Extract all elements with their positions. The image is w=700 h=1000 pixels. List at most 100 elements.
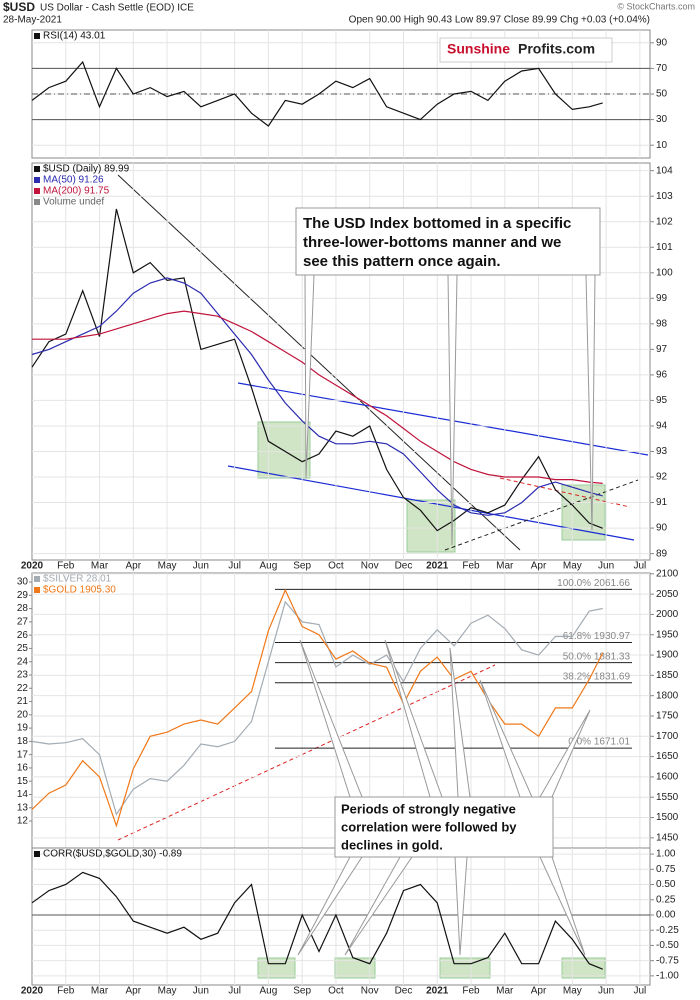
y2-tick-label: 23 (17, 670, 29, 681)
credit: © StockCharts.com (617, 1, 695, 11)
y-tick-label: 1500 (656, 812, 679, 823)
y-tick-label: 70 (656, 63, 668, 74)
series-line (31, 588, 604, 828)
x-tick-label: Jun (598, 561, 614, 572)
x-tick-label: Jul (228, 561, 241, 572)
header: $USD US Dollar - Cash Settle (EOD) ICE 2… (3, 0, 695, 25)
callout-text: see this pattern once again. (303, 253, 501, 270)
legend-label: RSI(14) 43.01 (43, 31, 106, 42)
y-tick-label: 0.50 (656, 879, 676, 890)
y-tick-label: 1850 (656, 670, 679, 681)
y-tick-label: 1750 (656, 711, 679, 722)
series-line (32, 310, 603, 484)
y-tick-label: 101 (656, 242, 673, 253)
y-tick-label: 102 (656, 216, 673, 227)
logo-box (439, 37, 613, 63)
y-tick-label: 1950 (656, 629, 679, 640)
level-label: 50.0% 1881.33 (563, 651, 631, 662)
legend-swatch (34, 177, 40, 183)
y2-tick-label: 14 (17, 789, 29, 800)
y-tick-label: 1800 (656, 690, 679, 701)
callout-box (334, 796, 554, 858)
y-tick-label: 97 (656, 344, 668, 355)
level-label: 61.8% 1930.97 (563, 631, 631, 642)
y2-tick-label: 30 (17, 577, 29, 588)
ohlc: Open 90.00 High 90.43 Low 89.97 Close 89… (349, 15, 650, 26)
y-tick-label: 0.75 (656, 864, 676, 875)
y2-tick-label: 26 (17, 630, 29, 641)
x-tick-label: May (563, 986, 582, 997)
data-layer: 10 30 50 70 90 RSI(14) 43.01 2020 Feb Mar Apr May J… (17, 29, 679, 997)
y-tick-label: 93 (656, 446, 668, 457)
x-tick-label: Dec (395, 986, 413, 997)
legend-label: Volume undef (43, 197, 104, 208)
y2-tick-label: 25 (17, 643, 29, 654)
y-tick-label: 1650 (656, 751, 679, 762)
y2-tick-label: 12 (17, 816, 29, 827)
x-tick-label: Aug (259, 986, 277, 997)
y-tick-label: 103 (656, 191, 673, 202)
y2-tick-label: 27 (17, 617, 29, 628)
series-line (31, 600, 603, 816)
legend-swatch (34, 33, 40, 39)
y-tick-label: 96 (656, 370, 668, 381)
y-tick-label: -0.25 (656, 925, 679, 936)
x-tick-label: Apr (531, 986, 547, 997)
legend-swatch (34, 199, 40, 205)
x-tick-label: Apr (126, 561, 142, 572)
y-tick-label: 94 (656, 421, 668, 432)
legend-label: MA(200) 91.75 (43, 186, 110, 197)
legend-label: CORR($USD,$GOLD,30) -0.89 (43, 849, 182, 860)
logo: Sunshine Profits.com (439, 37, 613, 63)
x-tick-label: Apr (531, 561, 547, 572)
y-tick-label: 98 (656, 318, 668, 329)
y-tick-label: -0.50 (656, 940, 679, 951)
legend-label: $USD (Daily) 89.99 (43, 164, 130, 175)
logo-text: Sunshine (447, 41, 510, 57)
x-tick-label: Mar (496, 986, 514, 997)
y2-tick-label: 24 (17, 656, 29, 667)
x-tick-label: Jun (193, 986, 209, 997)
legend-swatch (34, 851, 40, 857)
y-tick-label: 1450 (656, 832, 679, 843)
x-tick-label: Mar (91, 986, 109, 997)
x-tick-label: Jul (633, 986, 646, 997)
y-tick-label: 10 (656, 140, 668, 151)
legend-swatch (34, 587, 40, 593)
y-tick-label: 30 (656, 114, 668, 125)
x-tick-label: Feb (462, 561, 480, 572)
legend-swatch (34, 576, 40, 582)
y2-tick-label: 18 (17, 736, 29, 747)
y2-tick-label: 22 (17, 683, 29, 694)
y-tick-label: 1600 (656, 772, 679, 783)
y2-tick-label: 17 (17, 749, 29, 760)
legend-swatch (34, 166, 40, 172)
y-tick-label: 100 (656, 267, 673, 278)
y-tick-label: 0.00 (656, 910, 676, 921)
level-label: 0.0% 1671.01 (568, 737, 630, 748)
y-tick-label: 90 (656, 37, 668, 48)
trend-line (499, 477, 631, 508)
level-label: 38.2% 1831.69 (563, 671, 631, 682)
x-tick-label: 2021 (426, 561, 449, 572)
y2-tick-label: 20 (17, 709, 29, 720)
date: 28-May-2021 (3, 15, 62, 26)
x-tick-label: 2020 (21, 561, 44, 572)
y-tick-label: 1900 (656, 650, 679, 661)
y2-tick-label: 15 (17, 776, 29, 787)
y-tick-label: 89 (656, 548, 668, 559)
legend-label: $GOLD 1905.30 (43, 585, 116, 596)
callout-text: The USD Index bottomed in a specific (303, 215, 571, 232)
symbol-name: US Dollar - Cash Settle (EOD) ICE (40, 3, 194, 14)
callout-box (295, 207, 601, 276)
y-tick-label: -0.75 (656, 955, 679, 966)
x-tick-label: Apr (126, 986, 142, 997)
y-tick-label: 104 (656, 165, 673, 176)
x-tick-label: Dec (395, 561, 413, 572)
x-tick-label: Jun (193, 561, 209, 572)
y2-tick-label: 29 (17, 590, 29, 601)
x-tick-label: Sep (293, 986, 311, 997)
x-tick-label: Jul (228, 986, 241, 997)
level-label: 100.0% 2061.66 (557, 578, 630, 589)
y-tick-label: 50 (656, 89, 668, 100)
